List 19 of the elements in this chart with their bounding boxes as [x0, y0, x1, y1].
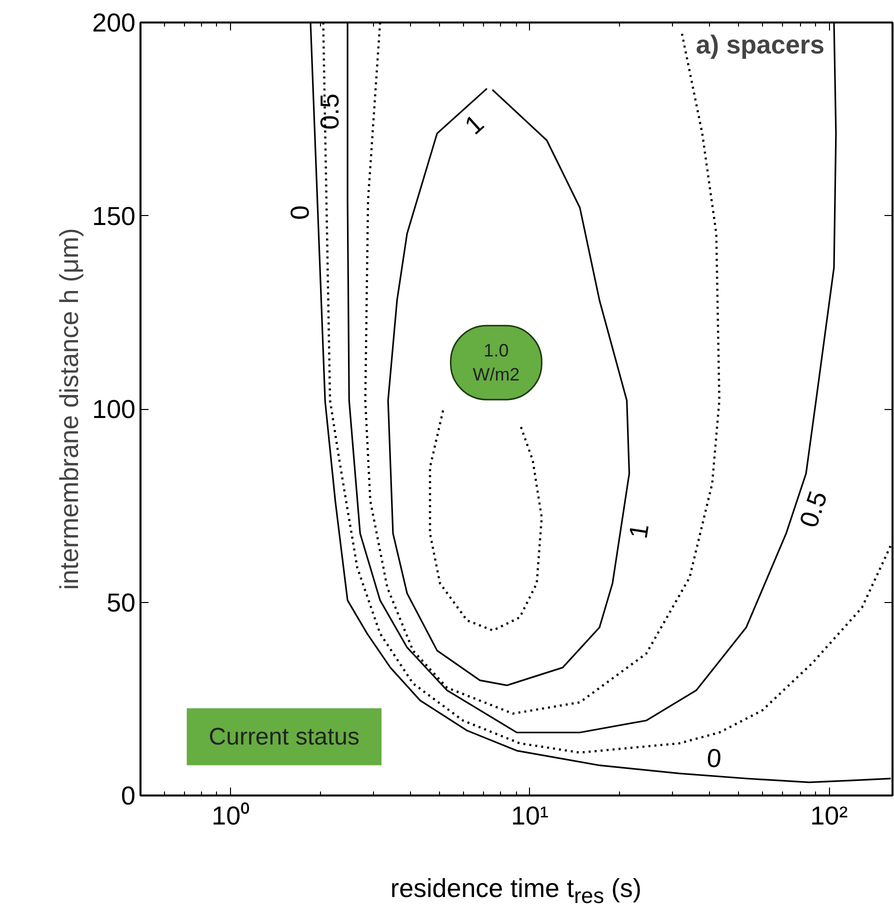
y-axis-title: intermembrane distance h (μm) [54, 228, 84, 590]
y-tick-label: 200 [92, 8, 136, 38]
x-tick-label: 10¹ [511, 800, 549, 830]
text: 1 [622, 522, 655, 541]
text: 0.5 [314, 94, 345, 130]
x-tick-label: 10² [810, 800, 848, 830]
text: 1 [458, 108, 490, 140]
y-tick-label: 0 [121, 780, 136, 810]
annotation: 1.0 W/m2 [472, 340, 520, 385]
y-tick-label: 100 [92, 394, 136, 424]
chart-title: a) spacers [696, 30, 825, 60]
text: 0 [284, 204, 316, 220]
x-axis-title: residence time t$_{res}$ (s) [390, 872, 642, 910]
x-tick-label: 10⁰ [212, 800, 250, 830]
text: 0.5 [793, 487, 834, 532]
series-label: 0 [706, 742, 722, 774]
y-tick-label: 150 [92, 200, 136, 231]
annotation: Current status [208, 723, 360, 750]
y-tick-label: 50 [106, 587, 136, 618]
